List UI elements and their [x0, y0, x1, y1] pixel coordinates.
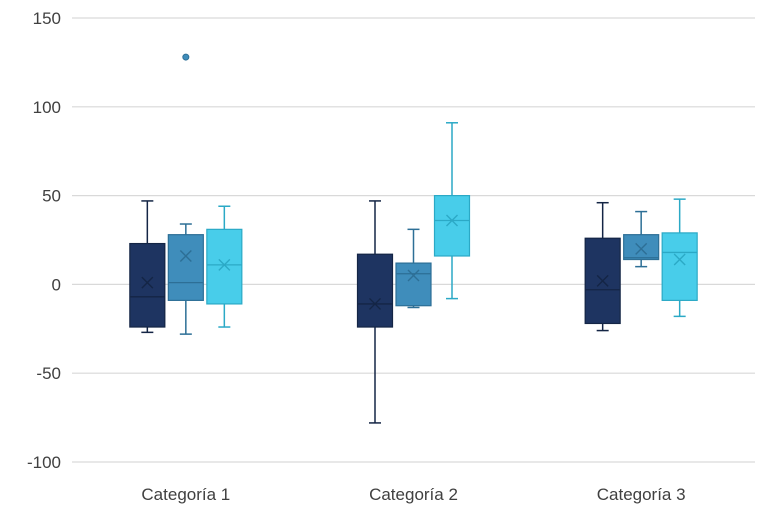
box	[395, 262, 432, 307]
mean-marker	[407, 269, 420, 282]
y-tick-label: 100	[33, 98, 61, 117]
box	[167, 234, 204, 301]
mean-marker	[635, 242, 648, 255]
category-label: Categoría 1	[141, 485, 230, 504]
mean-marker	[141, 276, 154, 289]
mean-marker	[218, 258, 231, 271]
box-group	[623, 210, 660, 268]
mean-marker	[179, 249, 192, 262]
y-axis: -100 -50 0 50 100 150	[27, 9, 61, 472]
category-label: Categoría 3	[597, 485, 686, 504]
category-label: Categoría 2	[369, 485, 458, 504]
box-group	[167, 53, 204, 335]
box-group	[433, 122, 471, 300]
mean-marker	[596, 274, 609, 287]
box-group	[129, 200, 166, 334]
mean-marker	[369, 297, 381, 310]
outlier-point	[182, 53, 190, 61]
box	[661, 232, 698, 301]
y-tick-label: 150	[33, 9, 61, 28]
plot-area	[129, 53, 698, 424]
mean-marker	[673, 253, 686, 266]
box	[356, 253, 394, 328]
y-tick-label: 50	[42, 187, 61, 206]
box	[206, 228, 243, 305]
box-group	[356, 200, 394, 424]
box-group	[661, 198, 698, 318]
x-axis: Categoría 1 Categoría 2 Categoría 3	[141, 485, 685, 504]
mean-marker	[446, 214, 458, 227]
box	[129, 242, 166, 328]
box	[433, 195, 471, 257]
y-tick-label: -100	[27, 453, 61, 472]
box	[623, 234, 660, 261]
box-group	[206, 205, 243, 328]
y-tick-label: 0	[52, 275, 61, 294]
box-group	[584, 201, 621, 332]
y-tick-label: -50	[36, 364, 61, 383]
box-group	[395, 228, 432, 309]
